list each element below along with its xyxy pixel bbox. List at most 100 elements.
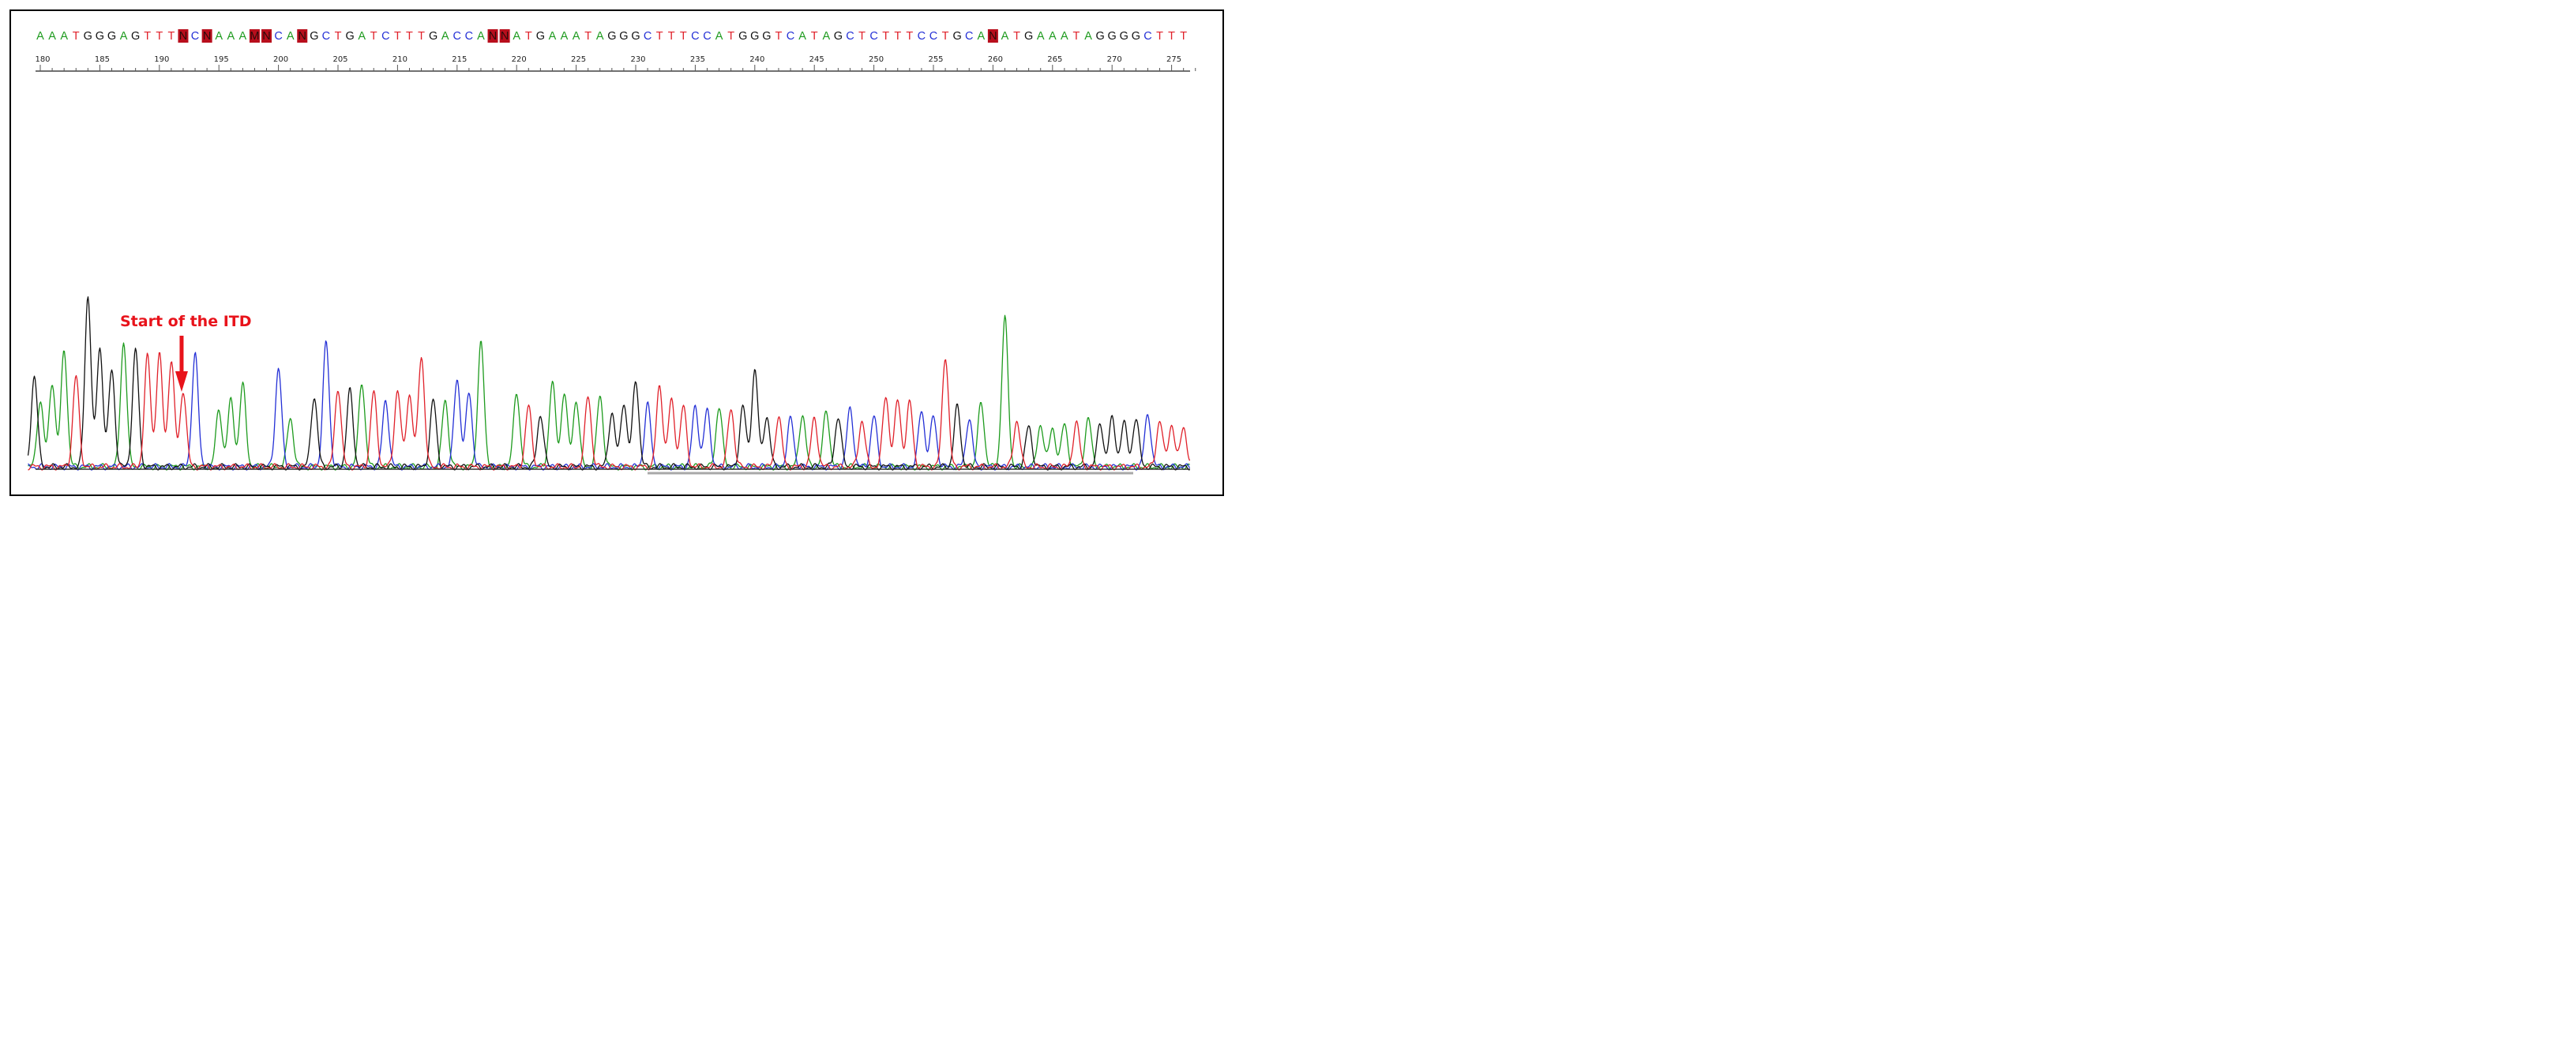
- base-call: C: [918, 30, 926, 43]
- base-call: C: [381, 30, 389, 43]
- trace-c: [28, 340, 1191, 471]
- base-call: C: [1143, 30, 1151, 43]
- base-call: T: [1073, 30, 1080, 43]
- base-call: N: [179, 30, 187, 43]
- base-call: T: [882, 30, 889, 43]
- base-call: A: [358, 30, 366, 43]
- highlight-box: [297, 29, 308, 43]
- base-call: T: [1013, 30, 1020, 43]
- base-call: N: [489, 30, 497, 43]
- itd-arrow-icon: [175, 336, 188, 392]
- tick-label: 250: [869, 55, 884, 64]
- base-call: A: [1001, 30, 1009, 43]
- tick-label: 235: [690, 55, 705, 64]
- base-call: T: [167, 30, 175, 43]
- base-call: T: [668, 30, 675, 43]
- base-call: G: [738, 30, 747, 43]
- base-call: A: [549, 30, 557, 43]
- base-call: T: [406, 30, 413, 43]
- tick-label: 240: [749, 55, 764, 64]
- base-call: A: [287, 30, 295, 43]
- tick-label: 180: [35, 55, 50, 64]
- tick-label: 185: [95, 55, 110, 64]
- base-call: G: [607, 30, 616, 43]
- base-call: G: [953, 30, 962, 43]
- base-call: A: [1061, 30, 1068, 43]
- base-call: C: [869, 30, 877, 43]
- base-call: T: [858, 30, 866, 43]
- base-call: G: [131, 30, 140, 43]
- base-call: A: [215, 30, 223, 43]
- base-call: N: [203, 30, 211, 43]
- tick-label: 215: [452, 55, 467, 64]
- base-call: T: [906, 30, 913, 43]
- base-call: A: [239, 30, 247, 43]
- base-call: M: [250, 30, 259, 43]
- itd-annotation-label: Start of the ITD: [120, 313, 252, 330]
- base-call: G: [762, 30, 771, 43]
- base-call: G: [84, 30, 92, 43]
- highlight-box: [987, 29, 998, 43]
- highlight-box: [249, 29, 260, 43]
- base-call: N: [262, 30, 270, 43]
- base-call: G: [1132, 30, 1140, 43]
- base-call: A: [822, 30, 830, 43]
- tick-label: 190: [154, 55, 169, 64]
- base-call: G: [750, 30, 759, 43]
- base-call: A: [561, 30, 569, 43]
- tick-label: 200: [273, 55, 288, 64]
- base-call: C: [322, 30, 330, 43]
- base-call: A: [477, 30, 485, 43]
- arrow-part: [175, 371, 188, 392]
- base-call: C: [691, 30, 699, 43]
- base-call: T: [811, 30, 818, 43]
- tick-label: 245: [809, 55, 824, 64]
- base-call: G: [107, 30, 116, 43]
- base-call: G: [429, 30, 437, 43]
- base-call: T: [775, 30, 783, 43]
- base-call: C: [929, 30, 937, 43]
- base-call: C: [274, 30, 282, 43]
- base-call: A: [1084, 30, 1092, 43]
- highlight-box: [499, 29, 510, 43]
- base-call: A: [227, 30, 235, 43]
- tick-label: 210: [392, 55, 407, 64]
- base-call: G: [631, 30, 640, 43]
- base-call: T: [656, 30, 663, 43]
- base-call: T: [418, 30, 425, 43]
- base-call: T: [370, 30, 377, 43]
- ambiguous-base-highlights: [178, 29, 998, 43]
- base-call: T: [1156, 30, 1163, 43]
- base-call: A: [1049, 30, 1057, 43]
- base-call: A: [120, 30, 128, 43]
- base-call: C: [703, 30, 711, 43]
- base-call: G: [619, 30, 628, 43]
- base-call: T: [335, 30, 342, 43]
- highlight-box: [261, 29, 272, 43]
- base-call: N: [501, 30, 509, 43]
- base-call: T: [942, 30, 949, 43]
- base-call: C: [787, 30, 794, 43]
- base-call: C: [965, 30, 973, 43]
- base-call: C: [191, 30, 199, 43]
- base-call: A: [60, 30, 68, 43]
- arrow-part: [179, 336, 184, 374]
- highlight-box: [201, 29, 212, 43]
- base-call: T: [394, 30, 401, 43]
- base-call: A: [1037, 30, 1045, 43]
- tick-label: 265: [1047, 55, 1062, 64]
- base-call: A: [798, 30, 806, 43]
- base-call: A: [36, 30, 44, 43]
- trace-a: [28, 314, 1190, 471]
- highlight-box: [178, 29, 189, 43]
- base-call: G: [1095, 30, 1104, 43]
- base-call: A: [48, 30, 56, 43]
- base-call: T: [584, 30, 591, 43]
- base-call: G: [834, 30, 843, 43]
- base-call: T: [73, 30, 80, 43]
- trace-t: [28, 352, 1191, 471]
- tick-label: 205: [332, 55, 347, 64]
- position-ruler: 180 185 190 195 200 205 210 215 220 225 230 235 240 2…: [35, 55, 1196, 72]
